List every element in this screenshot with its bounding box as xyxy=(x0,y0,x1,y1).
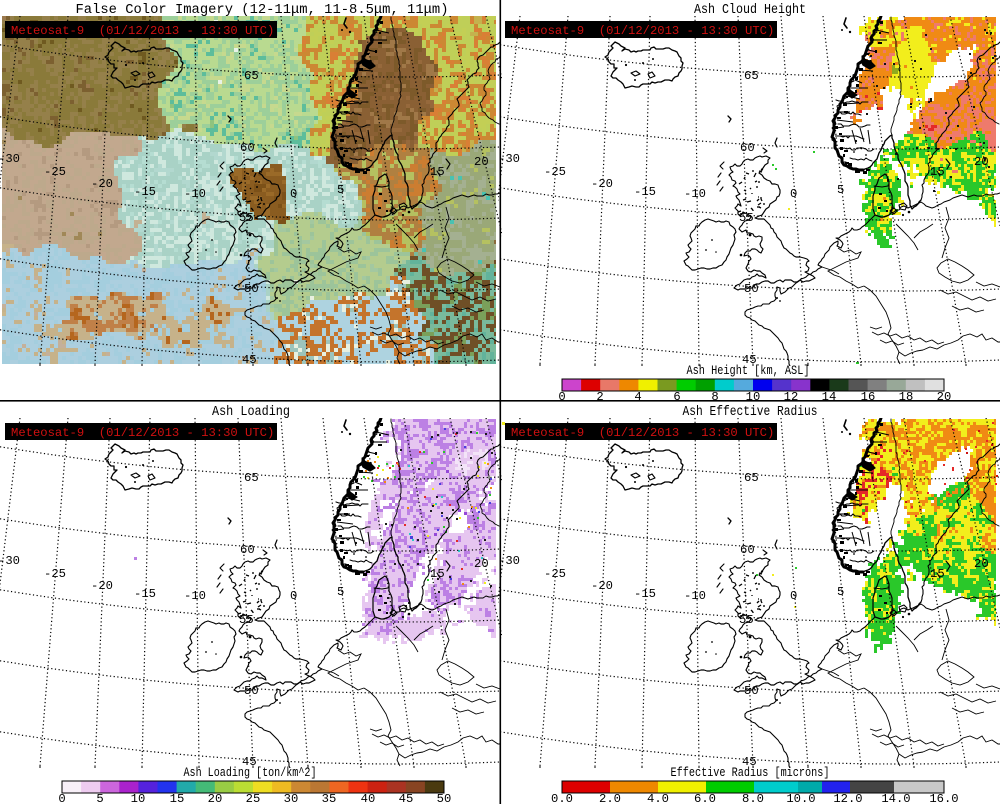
svg-text:Ash Height [km, ASL]: Ash Height [km, ASL] xyxy=(687,363,810,378)
svg-text:False Color Imagery (12-11μm,: False Color Imagery (12-11μm, 11-8.5μm, … xyxy=(76,3,449,18)
svg-text:Meteosat-9 (01/12/2013 - 13:3: Meteosat-9 (01/12/2013 - 13:30 UTC) xyxy=(11,24,274,38)
svg-text:2: 2 xyxy=(596,390,603,404)
svg-text:15: 15 xyxy=(170,792,185,804)
svg-text:Meteosat-9 (01/12/2013 - 13:3: Meteosat-9 (01/12/2013 - 13:30 UTC) xyxy=(511,426,774,440)
svg-text:14: 14 xyxy=(822,390,837,404)
svg-text:0.0: 0.0 xyxy=(551,792,573,804)
svg-text:4: 4 xyxy=(634,390,641,404)
svg-text:0: 0 xyxy=(58,792,65,804)
svg-text:25: 25 xyxy=(246,792,261,804)
svg-text:6.0: 6.0 xyxy=(694,792,716,804)
svg-text:40: 40 xyxy=(361,792,376,804)
svg-text:2.0: 2.0 xyxy=(599,792,621,804)
svg-text:16: 16 xyxy=(861,390,876,404)
svg-text:Ash Loading: Ash Loading xyxy=(212,405,290,420)
svg-text:Meteosat-9 (01/12/2013 - 13:3: Meteosat-9 (01/12/2013 - 13:30 UTC) xyxy=(511,24,774,38)
svg-text:8: 8 xyxy=(711,390,718,404)
svg-text:12: 12 xyxy=(784,390,799,404)
svg-text:10.0: 10.0 xyxy=(786,792,815,804)
svg-text:30: 30 xyxy=(284,792,299,804)
svg-text:Effective Radius [microns]: Effective Radius [microns] xyxy=(671,765,830,780)
svg-text:45: 45 xyxy=(399,792,414,804)
svg-text:16.0: 16.0 xyxy=(929,792,958,804)
svg-text:14.0: 14.0 xyxy=(881,792,910,804)
svg-text:6: 6 xyxy=(673,390,680,404)
svg-text:0: 0 xyxy=(558,390,565,404)
svg-text:5: 5 xyxy=(96,792,103,804)
svg-text:18: 18 xyxy=(899,390,914,404)
svg-text:Ash Cloud Height: Ash Cloud Height xyxy=(694,3,806,18)
svg-text:10: 10 xyxy=(131,792,146,804)
svg-text:10: 10 xyxy=(746,390,761,404)
svg-text:Meteosat-9 (01/12/2013 - 13:3: Meteosat-9 (01/12/2013 - 13:30 UTC) xyxy=(11,426,274,440)
svg-text:4.0: 4.0 xyxy=(647,792,669,804)
svg-text:Ash Loading [ton/km^2]: Ash Loading [ton/km^2] xyxy=(184,765,317,780)
svg-text:20: 20 xyxy=(208,792,223,804)
svg-text:20: 20 xyxy=(937,390,952,404)
svg-text:50: 50 xyxy=(437,792,452,804)
svg-text:35: 35 xyxy=(322,792,337,804)
svg-text:8.0: 8.0 xyxy=(742,792,764,804)
svg-text:12.0: 12.0 xyxy=(833,792,862,804)
svg-text:Ash Effective Radius: Ash Effective Radius xyxy=(683,405,818,420)
